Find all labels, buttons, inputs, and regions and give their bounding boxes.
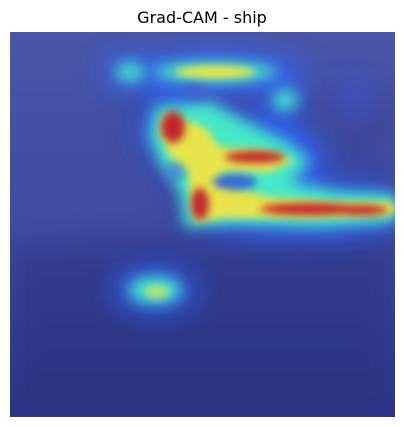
gradcam-overlay xyxy=(10,32,395,417)
inner-void xyxy=(165,84,257,190)
gradcam-heatmap-image xyxy=(10,32,395,417)
figure-title: Grad-CAM - ship xyxy=(137,8,267,27)
activation-hotspots xyxy=(161,111,388,220)
activation-glow-yellow xyxy=(145,66,395,298)
